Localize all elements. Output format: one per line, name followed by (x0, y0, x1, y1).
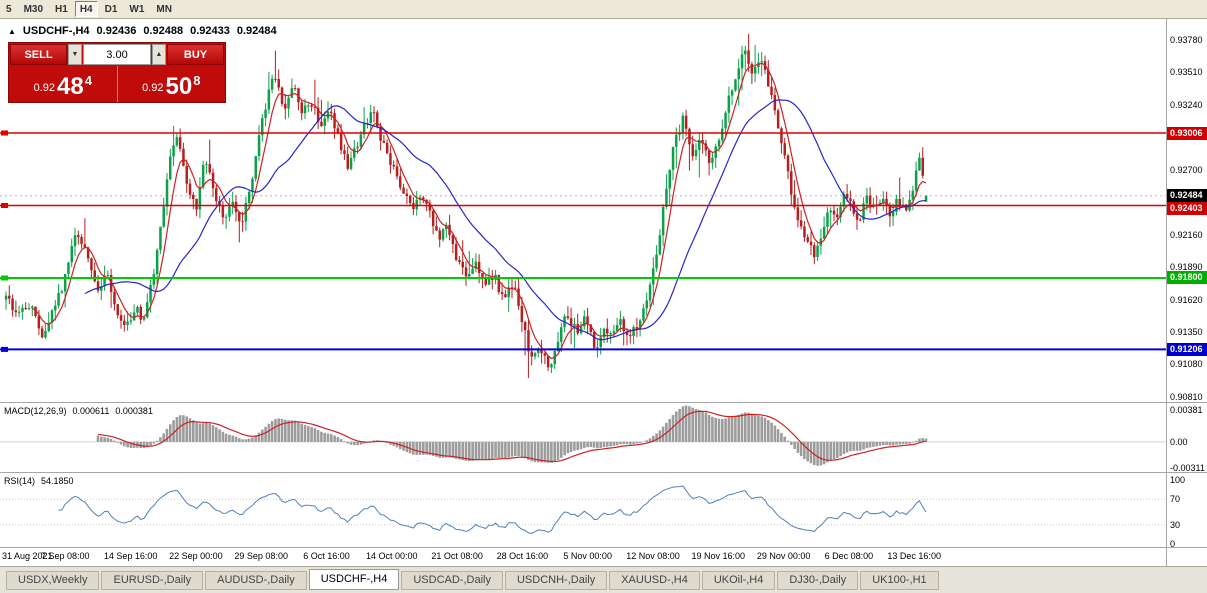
chart-tab-dj30-daily[interactable]: DJ30-,Daily (777, 571, 859, 590)
price-marker-label: 0.91800 (1167, 271, 1207, 285)
buy-button[interactable]: BUY (167, 44, 224, 65)
macd-axis-label: 0.00381 (1170, 405, 1203, 415)
chart-tab-usdx-weekly[interactable]: USDX,Weekly (6, 571, 100, 590)
time-axis-label: 22 Sep 00:00 (169, 551, 223, 561)
rsi-axis-label: 30 (1170, 519, 1181, 530)
chart-tab-eurusd-daily[interactable]: EURUSD-,Daily (101, 571, 204, 590)
sell-price-big: 48 (56, 73, 84, 100)
timeframe-button-h1[interactable]: H1 (50, 1, 73, 17)
chart-tab-usdcad-daily[interactable]: USDCAD-,Daily (401, 571, 503, 590)
time-axis-label: 29 Nov 00:00 (756, 551, 811, 561)
chart-symbol-label: USDCHF-,H4 (22, 25, 90, 37)
timeframe-button-w1[interactable]: W1 (124, 1, 150, 17)
price-axis-label: 0.91620 (1170, 294, 1203, 305)
rsi-axis-label: 0 (1170, 539, 1176, 549)
chart-tab-xauusd-h4[interactable]: XAUUSD-,H4 (609, 571, 700, 590)
rsi-axis-label: 70 (1170, 494, 1181, 505)
ohlc-open: 0.92436 (96, 25, 137, 37)
timeframe-button-m30[interactable]: M30 (18, 1, 49, 17)
macd-signal-value: 0.000381 (115, 406, 153, 416)
time-axis-label: 19 Nov 16:00 (691, 551, 746, 561)
chart-tab-usdchf-h4[interactable]: USDCHF-,H4 (308, 569, 400, 590)
price-axis-label: 0.93510 (1170, 67, 1203, 78)
buy-price-display: 0.92 50 8 (118, 66, 226, 102)
macd-axis-label: 0.00 (1170, 436, 1188, 447)
price-axis-label: 0.92700 (1170, 164, 1203, 175)
rsi-label: RSI(14) (4, 476, 36, 486)
chart-ohlc-header: ▲ USDCHF-,H4 0.92436 0.92488 0.92433 0.9… (8, 25, 277, 37)
buy-price-prefix: 0.92 (142, 82, 164, 94)
macd-label: MACD(12,26,9) (4, 406, 67, 416)
price-axis-label: 0.91350 (1170, 327, 1203, 338)
timeframe-button-5[interactable]: 5 (1, 1, 17, 17)
volume-decrease-button[interactable]: ▼ (68, 44, 82, 65)
macd-main-value: 0.000611 (72, 406, 110, 416)
buy-price-pip: 8 (193, 73, 201, 88)
sell-price-prefix: 0.92 (33, 82, 55, 94)
time-axis-label: 28 Oct 16:00 (496, 551, 549, 561)
time-axis-label: 5 Nov 00:00 (563, 551, 612, 561)
time-axis-label: 21 Oct 08:00 (431, 551, 483, 561)
time-axis-label: 7 Sep 08:00 (41, 551, 90, 561)
price-axis-label: 0.91080 (1170, 359, 1203, 370)
time-axis-label: 13 Dec 16:00 (887, 551, 941, 561)
chart-tab-bar: USDX,Weekly EURUSD-,Daily AUDUSD-,Daily USD… (0, 566, 1207, 593)
ohlc-arrow-icon: ▲ (8, 26, 16, 36)
ohlc-close: 0.92484 (236, 25, 277, 37)
price-marker-label: 0.93006 (1167, 126, 1207, 140)
time-axis-label: 31 Aug 2021 (2, 551, 53, 561)
rsi-axis-label: 100 (1170, 475, 1186, 485)
volume-increase-button[interactable]: ▲ (152, 44, 166, 65)
sell-price-display: 0.92 48 4 (9, 66, 118, 102)
buy-price-big: 50 (165, 73, 193, 100)
one-click-trading-panel: SELL ▼ ▲ BUY 0.92 48 4 0.92 50 8 (8, 42, 226, 103)
price-marker-label: 0.91206 (1167, 342, 1207, 356)
rsi-value: 54.1850 (41, 476, 74, 486)
timeframe-button-h4[interactable]: H4 (74, 1, 98, 17)
time-axis-label: 14 Sep 16:00 (103, 551, 158, 561)
sell-price-pip: 4 (84, 73, 92, 88)
rsi-label-row: RSI(14) 54.1850 (4, 476, 74, 486)
time-axis-label: 6 Dec 08:00 (824, 551, 874, 561)
volume-input[interactable] (83, 44, 151, 65)
timeframe-button-d1[interactable]: D1 (99, 1, 123, 17)
timeframe-button-mn[interactable]: MN (151, 1, 177, 17)
price-axis-label: 0.93780 (1170, 35, 1203, 45)
time-axis-label: 29 Sep 08:00 (234, 551, 288, 561)
price-marker-label: 0.92403 (1167, 202, 1207, 216)
macd-axis-label: -0.00311 (1170, 463, 1205, 473)
price-axis-label: 0.93240 (1170, 99, 1203, 110)
time-axis-label: 14 Oct 00:00 (366, 551, 418, 561)
macd-label-row: MACD(12,26,9) 0.000611 0.000381 (4, 406, 153, 416)
ohlc-low: 0.92433 (190, 25, 230, 37)
time-axis-label: 12 Nov 08:00 (626, 551, 680, 561)
sell-button[interactable]: SELL (10, 44, 67, 65)
price-axis-label: 0.92160 (1170, 229, 1203, 240)
ohlc-high: 0.92488 (143, 25, 184, 37)
chart-tab-audusd-daily[interactable]: AUDUSD-,Daily (205, 571, 307, 590)
price-axis-label: 0.91890 (1170, 262, 1203, 273)
chart-tab-ukoil-h4[interactable]: UKOil-,H4 (701, 571, 776, 590)
price-marker-label: 0.92484 (1167, 189, 1207, 203)
chart-tab-usdcnh-daily[interactable]: USDCNH-,Daily (504, 571, 608, 590)
chart-tab-uk100-h1[interactable]: UK100-,H1 (860, 571, 939, 590)
time-axis-label: 6 Oct 16:00 (303, 551, 350, 561)
timeframe-toolbar: 5 M30 H1 H4 D1 W1 MN (0, 0, 1207, 19)
price-axis-label: 0.90810 (1170, 391, 1203, 402)
